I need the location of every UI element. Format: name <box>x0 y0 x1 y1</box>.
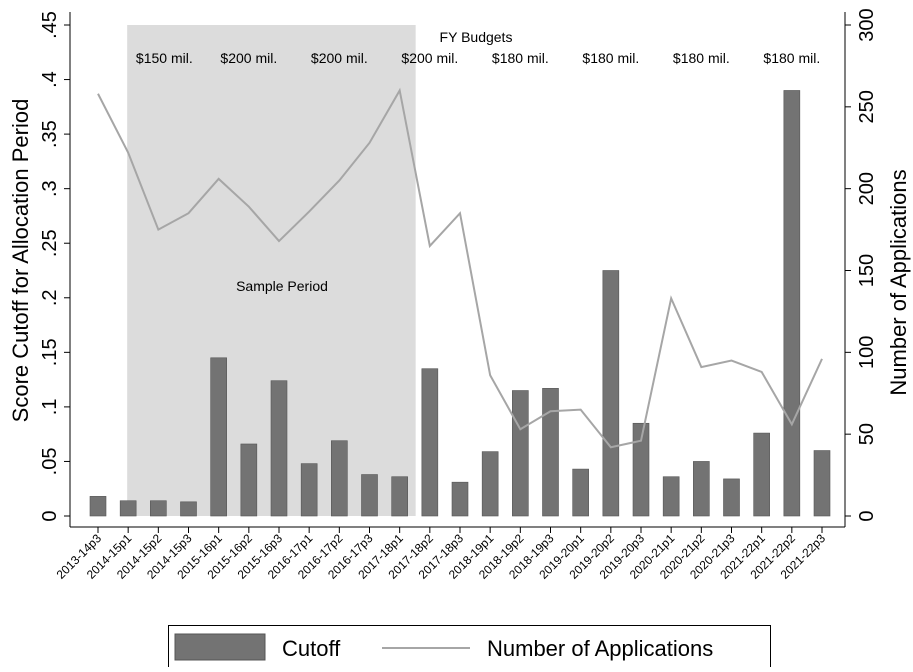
y-tick-label: .25 <box>39 229 61 257</box>
y2-tick-label: 150 <box>856 254 878 287</box>
bar <box>723 478 740 517</box>
y-tick-label: .35 <box>39 120 61 148</box>
y2-tick-label: 250 <box>856 90 878 123</box>
y-tick-label: .4 <box>39 71 61 88</box>
bar <box>602 270 620 517</box>
legend-label: Cutoff <box>282 636 341 661</box>
bar <box>391 476 408 517</box>
legend-swatch <box>174 633 266 661</box>
budget-label: $200 mil. <box>311 50 368 66</box>
bar <box>300 463 318 517</box>
bar <box>572 468 589 517</box>
y2-tick-label: 100 <box>856 336 878 369</box>
budget-label: $180 mil. <box>673 50 730 66</box>
budget-label: $180 mil. <box>492 50 549 66</box>
budget-label: $150 mil. <box>136 50 193 66</box>
bar <box>753 432 770 517</box>
budget-label: $180 mil. <box>763 50 820 66</box>
bar <box>421 368 439 517</box>
bar <box>693 461 710 517</box>
bar <box>542 388 559 517</box>
y-tick-label: .1 <box>39 399 61 416</box>
y-tick-label: .05 <box>39 448 61 476</box>
legend-label: Number of Applications <box>487 636 713 661</box>
bar <box>180 501 197 517</box>
budget-label: $180 mil. <box>582 50 639 66</box>
y2-tick-label: 50 <box>856 423 878 445</box>
bar <box>89 496 107 517</box>
bar <box>662 476 680 517</box>
bar <box>512 390 529 517</box>
y2-tick-label: 200 <box>856 172 878 205</box>
bar <box>813 450 831 517</box>
y-tick-label: .15 <box>39 338 61 366</box>
bar <box>270 380 288 517</box>
line <box>97 87 823 449</box>
bar <box>240 443 258 517</box>
sample-label: Sample Period <box>236 278 328 294</box>
y-tick-label: .45 <box>39 11 61 39</box>
y2-tick-label: 300 <box>856 8 878 41</box>
bar <box>632 422 650 517</box>
bar <box>150 500 167 517</box>
bar <box>210 357 227 517</box>
y2-tick-label: 0 <box>856 510 878 521</box>
y-axis-title: Score Cutoff for Allocation Period <box>8 99 33 423</box>
budget-label: $200 mil. <box>401 50 458 66</box>
y-tick-label: .2 <box>39 289 61 306</box>
bar <box>783 90 801 517</box>
bar <box>451 481 469 517</box>
bar <box>481 451 499 517</box>
y-tick-label: 0 <box>39 510 61 521</box>
bar <box>119 500 137 517</box>
budget-title: FY Budgets <box>440 29 513 45</box>
bar <box>361 474 378 517</box>
budget-label: $200 mil. <box>220 50 277 66</box>
y2-axis-title: Number of Applications <box>886 169 911 395</box>
bar <box>331 440 348 517</box>
y-tick-label: .3 <box>39 180 61 197</box>
